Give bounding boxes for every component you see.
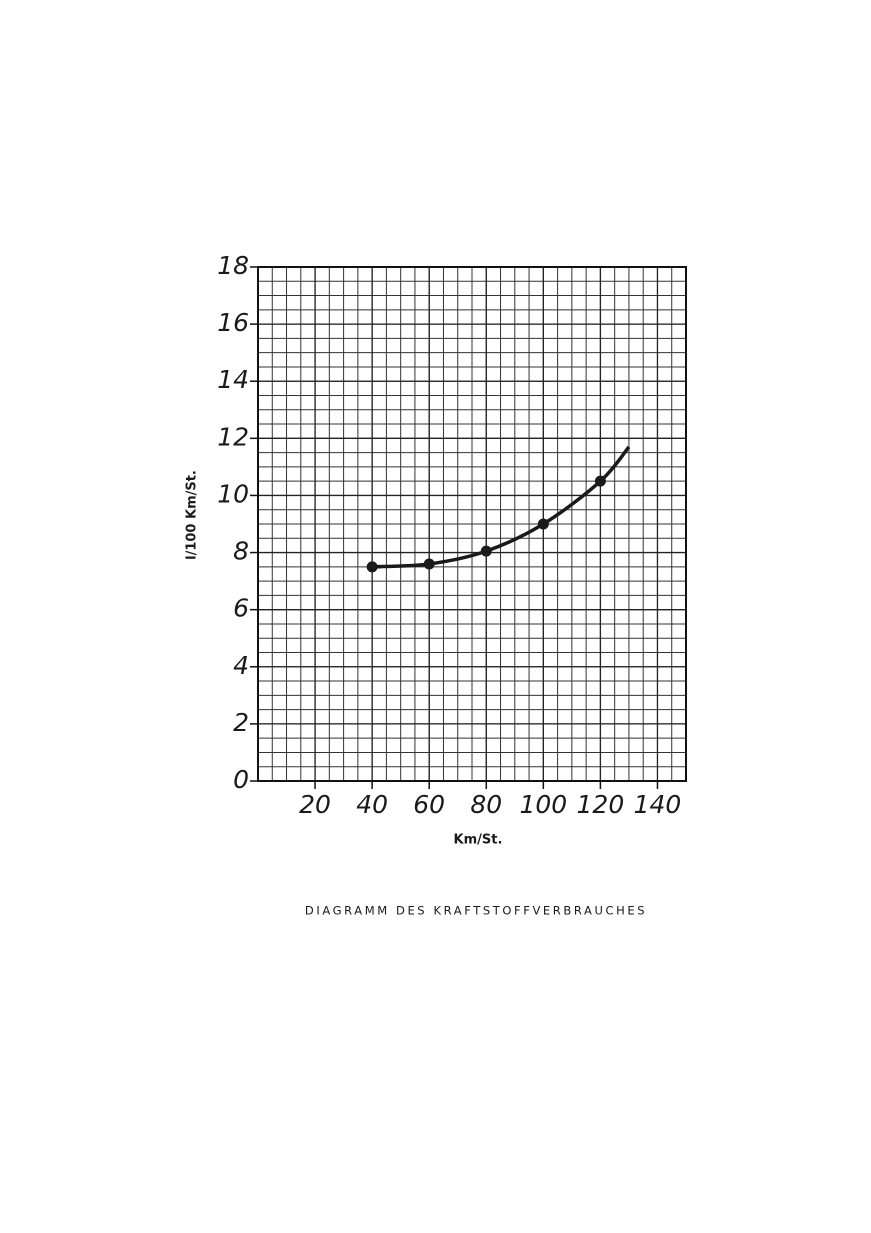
- data-point: [594, 475, 606, 487]
- y-tick-label: 2: [233, 708, 249, 737]
- chart-title: DIAGRAMM DES KRAFTSTOFFVERBRAUCHES: [305, 904, 647, 918]
- x-tick-label: 60: [413, 790, 445, 819]
- data-point: [537, 518, 549, 530]
- y-axis-title: l/100 Km/St.: [185, 470, 200, 560]
- y-tick-label: 14: [217, 365, 249, 394]
- plot-frame: [257, 266, 687, 782]
- y-tick-label: 8: [233, 537, 249, 566]
- x-tick-label: 120: [577, 790, 625, 819]
- x-tick-label: 20: [299, 790, 331, 819]
- y-tick-label: 10: [217, 479, 249, 508]
- x-tick-label: 100: [519, 790, 567, 819]
- x-tick-label: 40: [356, 790, 388, 819]
- x-tick-label: 80: [470, 790, 502, 819]
- y-tick-label: 16: [217, 308, 249, 337]
- y-tick-label: 4: [233, 651, 249, 680]
- x-tick-label: 140: [634, 790, 682, 819]
- y-tick-label: 0: [233, 765, 249, 794]
- data-point: [423, 558, 435, 570]
- y-tick-label: 18: [217, 251, 249, 280]
- y-tick-label: 6: [233, 594, 249, 623]
- data-point: [366, 561, 378, 573]
- x-axis-title: Km/St.: [454, 833, 503, 848]
- data-point: [480, 545, 492, 557]
- y-tick-label: 12: [217, 422, 249, 451]
